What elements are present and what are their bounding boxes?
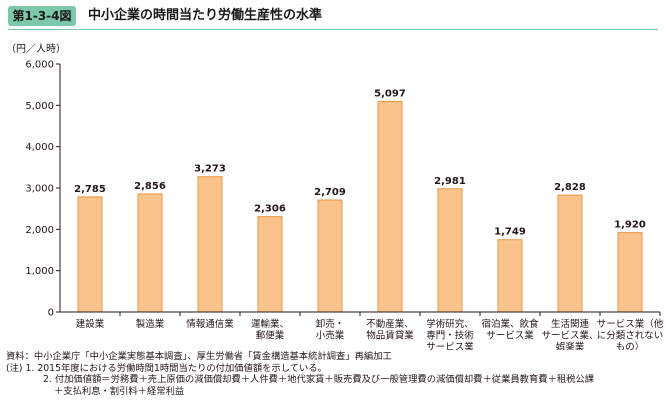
x-axis: 建設業 製造業 情報通信業 運輸業、郵便業 卸売・小売業不動産業、物品賃貸業学術研究、専… <box>60 311 664 350</box>
bar <box>497 239 523 313</box>
y-tick-label: 4,000 <box>25 142 54 153</box>
bar <box>617 232 643 313</box>
bar <box>557 194 583 313</box>
category-label: 卸売・小売業 <box>316 318 345 342</box>
bar <box>377 100 403 313</box>
y-tick-label: 0 <box>48 308 54 319</box>
note-2-continued: ＋支払利息・割引料＋経常利益 <box>54 385 185 397</box>
category-label: 不動産業、物品賃貸業 <box>366 318 414 342</box>
bar <box>137 193 163 313</box>
y-tick-label: 5,000 <box>25 101 54 112</box>
category-label: 運輸業、郵便業 <box>251 318 289 342</box>
y-axis: 0 1,000 2,000 3,000 4,000 5,000 6,000 <box>25 60 61 319</box>
bar <box>317 199 343 313</box>
y-tick-label: 3,000 <box>25 184 54 195</box>
bar-value-label: 2,306 <box>254 204 286 215</box>
source-note: 資料：中小企業庁「中小企業実態基本調査」、厚生労働省「賃金構造基本統計調査」再編… <box>6 351 392 362</box>
category-label: サービス業（他に分類されないもの） <box>597 318 664 350</box>
note-2: 2. 付加価値額＝労務費＋売上原価の減価償却費＋人件費＋地代家賃＋販売費及び一般… <box>43 374 595 385</box>
bar-value-label: 2,828 <box>554 182 586 193</box>
figure-number-badge: 第1-3-4図 <box>8 6 76 26</box>
y-tick-label: 1,000 <box>25 266 54 277</box>
category-label: 宿泊業、飲食サービス業 <box>481 318 539 342</box>
bar <box>77 196 103 313</box>
bar <box>257 216 283 313</box>
notes-block: 資料：中小企業庁「中小企業実態基本調査」、厚生労働省「賃金構造基本統計調査」再編… <box>6 351 662 397</box>
bar-value-label: 2,709 <box>314 187 346 198</box>
bar <box>437 188 463 313</box>
category-label: 製造業 <box>136 318 165 330</box>
bar-value-label: 2,981 <box>434 176 466 187</box>
bar <box>197 176 223 313</box>
figure-title: 中小企業の時間当たり労働生産性の水準 <box>88 8 323 23</box>
y-axis-label: （円／人時） <box>6 43 66 55</box>
bar-value-label: 2,856 <box>134 181 166 192</box>
bar-value-label: 1,920 <box>614 220 646 231</box>
category-label: 学術研究、専門・技術サービス業 <box>426 318 474 350</box>
bar-value-label: 1,749 <box>494 227 526 238</box>
category-label: 生活関連サービス業、娯楽業 <box>541 318 598 350</box>
category-label: 建設業 <box>76 318 105 330</box>
bar-value-label: 2,785 <box>74 184 106 195</box>
category-label: 情報通信業 <box>186 318 234 330</box>
y-tick-label: 6,000 <box>25 60 54 71</box>
note-1: (注) 1. 2015年度における労働時間1時間当たりの付加価値額を示している。 <box>6 362 327 374</box>
bar-value-label: 3,273 <box>194 164 226 175</box>
bar-value-label: 5,097 <box>374 88 406 99</box>
bar-chart: （円／人時） 0 1,000 2,000 3,000 4,000 5,000 6,000 2… <box>6 43 664 350</box>
bar-series: 2,785 2,856 3,273 2,306 2,709 5,097 2,981 1,749… <box>74 88 646 313</box>
header-divider <box>8 29 658 30</box>
y-tick-label: 2,000 <box>25 225 54 236</box>
